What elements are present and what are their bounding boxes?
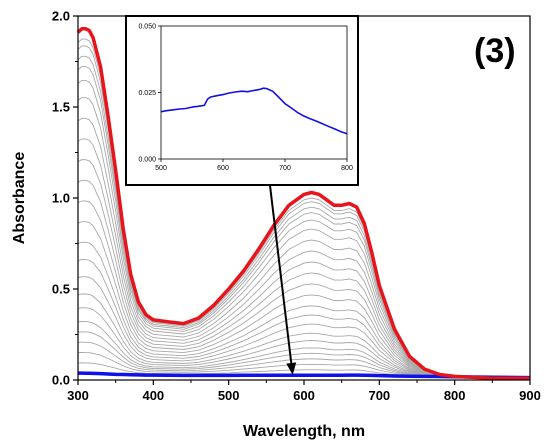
inset-x-tick-label-500: 500 bbox=[155, 165, 167, 172]
intermediate-spectrum-18 bbox=[77, 79, 531, 379]
main-axis-ticks: 300 400 500 600 700 800 900 0.0 0.5 1.0 1.5 2.0 bbox=[52, 9, 541, 404]
x-tick-label-500: 500 bbox=[218, 388, 240, 403]
intermediate-spectrum-7 bbox=[77, 293, 531, 379]
x-axis-title: Wavelength, nm bbox=[243, 423, 365, 440]
intermediate-spectrum-20 bbox=[77, 55, 530, 379]
x-tick-label-700: 700 bbox=[368, 388, 390, 403]
inset-panel: 500 600 700 800 0.000 0.025 0.050 bbox=[125, 15, 359, 186]
intermediate-spectrum-14 bbox=[77, 159, 531, 379]
intermediate-spectrum-6 bbox=[77, 307, 531, 379]
intermediate-spectrum-12 bbox=[77, 200, 531, 379]
intermediate-spectrum-3 bbox=[77, 341, 531, 379]
y-tick-label-1: 0.5 bbox=[52, 282, 70, 297]
intermediate-spectrum-11 bbox=[77, 221, 531, 379]
intermediate-spectrum-9 bbox=[77, 259, 531, 379]
y-tick-label-3: 1.5 bbox=[52, 100, 70, 115]
intermediate-spectrum-15 bbox=[77, 138, 531, 379]
final-spectrum-line bbox=[78, 371, 531, 380]
intermediate-spectrum-5 bbox=[77, 320, 531, 379]
intermediate-spectrum-8 bbox=[77, 276, 531, 379]
main-series-group bbox=[76, 26, 531, 380]
y-tick-label-2: 1.0 bbox=[52, 191, 70, 206]
intermediate-spectrum-16 bbox=[77, 117, 531, 379]
intermediate-spectrum-2 bbox=[77, 351, 531, 379]
intermediate-spectrum-4 bbox=[77, 331, 531, 379]
intermediate-spectrum-17 bbox=[77, 97, 531, 379]
y-tick-label-0: 0.0 bbox=[52, 373, 70, 388]
x-tick-label-900: 900 bbox=[519, 388, 541, 403]
intermediate-spectrum-19 bbox=[77, 66, 530, 379]
inset-x-tick-label-700: 700 bbox=[279, 165, 291, 172]
intermediate-spectrum-13 bbox=[77, 179, 531, 379]
main-plot-area: 300 400 500 600 700 800 900 0.0 0.5 1.0 1.5 2.0 Wav… bbox=[11, 9, 541, 441]
intermediate-spectrum-1 bbox=[77, 362, 531, 379]
inset-background bbox=[125, 15, 359, 186]
inset-spectrum-line bbox=[160, 87, 348, 135]
x-tick-label-600: 600 bbox=[293, 388, 315, 403]
inset-x-tick-label-800: 800 bbox=[341, 165, 353, 172]
initial-spectrum-line bbox=[76, 26, 530, 380]
intermediate-spectrum-10 bbox=[77, 241, 531, 379]
inset-series-group bbox=[160, 87, 348, 135]
x-tick-label-800: 800 bbox=[444, 388, 466, 403]
inset-axis-ticks: 500 600 700 800 0.000 0.025 0.050 bbox=[138, 24, 352, 173]
x-tick-label-300: 300 bbox=[67, 388, 89, 403]
panel-label: (3) bbox=[474, 32, 516, 70]
y-tick-label-4: 2.0 bbox=[52, 9, 70, 24]
arrow-head bbox=[286, 362, 297, 375]
y-axis-title: Absorbance bbox=[11, 152, 28, 245]
inset-x-tick-label-600: 600 bbox=[217, 165, 229, 172]
inset-y-tick-label-1: 0.025 bbox=[138, 90, 156, 97]
inset-y-tick-label-2: 0.050 bbox=[138, 24, 156, 31]
inset-y-tick-label-0: 0.000 bbox=[138, 157, 156, 164]
x-tick-label-400: 400 bbox=[142, 388, 164, 403]
